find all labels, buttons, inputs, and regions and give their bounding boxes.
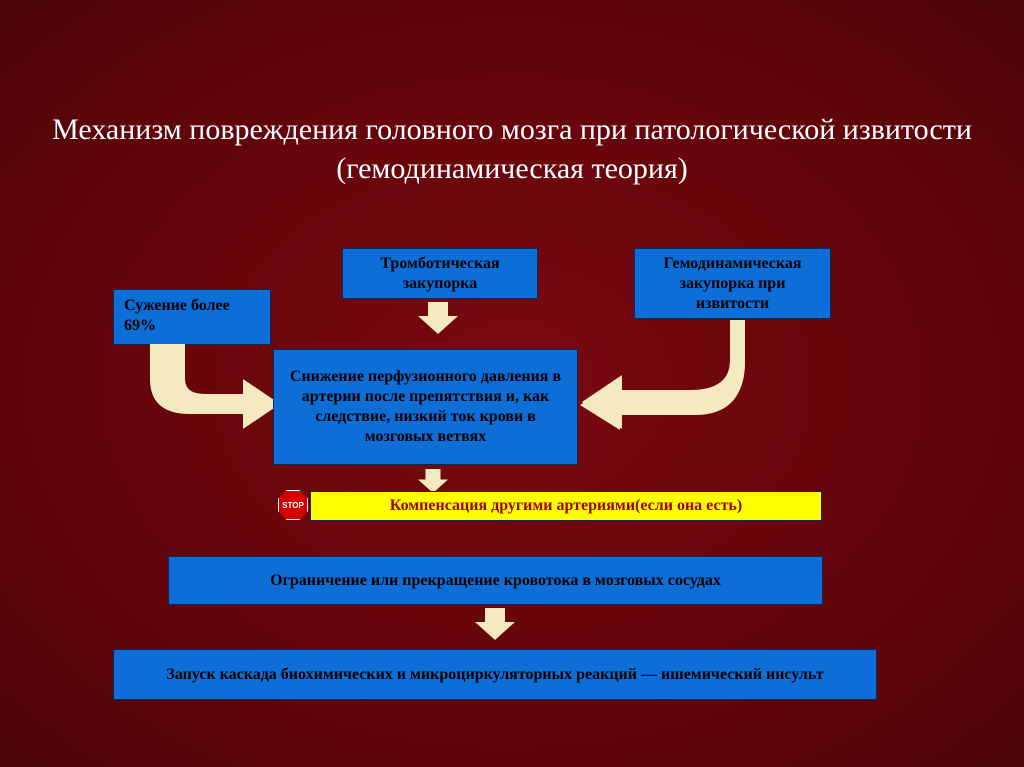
box-cascade: Запуск каскада биохимических и микроцирк… xyxy=(113,649,877,700)
arrow-limitation-down xyxy=(475,608,515,640)
box-cascade-text: Запуск каскада биохимических и микроцирк… xyxy=(166,665,823,685)
box-compensation: Компенсация другими артериями(если она е… xyxy=(310,491,822,521)
arrow-hemodynamic-curved xyxy=(580,320,745,430)
stop-icon: STOP xyxy=(278,490,308,520)
box-limitation-text: Ограничение или прекращение кровотока в … xyxy=(270,571,721,591)
box-narrowing: Сужение более 69% xyxy=(113,289,271,345)
arrow-thrombotic-down xyxy=(418,302,458,334)
box-perfusion: Снижение перфузионного давления в артери… xyxy=(273,349,578,465)
arrow-narrowing-curved xyxy=(135,344,280,434)
box-limitation: Ограничение или прекращение кровотока в … xyxy=(168,556,823,605)
arrow-perfusion-down xyxy=(418,469,448,493)
box-perfusion-text: Снижение перфузионного давления в артери… xyxy=(284,367,567,447)
box-thrombotic: Тромботическая закупорка xyxy=(342,248,538,299)
slide-title: Механизм повреждения головного мозга при… xyxy=(0,110,1024,188)
box-hemodynamic-text: Гемодинамическая закупорка при извитости xyxy=(645,254,820,314)
box-narrowing-text: Сужение более 69% xyxy=(124,296,260,336)
box-thrombotic-text: Тромботическая закупорка xyxy=(353,254,527,294)
box-hemodynamic: Гемодинамическая закупорка при извитости xyxy=(634,248,831,319)
box-compensation-text: Компенсация другими артериями(если она е… xyxy=(390,496,742,516)
stop-icon-label: STOP xyxy=(278,490,308,520)
